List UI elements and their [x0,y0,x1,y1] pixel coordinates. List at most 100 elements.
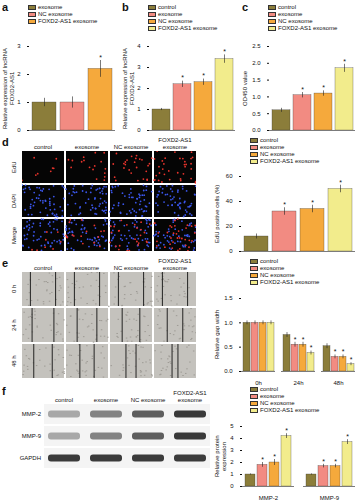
svg-text:1.0: 1.0 [252,94,261,100]
svg-text:*: * [302,336,305,343]
html-text:exosome: exosome [158,11,183,17]
svg-text:2.0: 2.0 [252,60,261,66]
html-text:control: control [278,4,296,10]
svg-text:2.5: 2.5 [252,43,261,49]
svg-text:*: * [322,84,325,91]
html-text:48 h: 48 h [11,355,17,367]
html-text:control: control [55,396,73,403]
html-text:NC exosome: NC exosome [130,396,166,403]
svg-text:*: * [334,348,337,355]
html-text:FOXD2-AS1 exosome: FOXD2-AS1 exosome [278,25,338,31]
html-text:exosome: exosome [38,4,63,10]
svg-text:*: * [181,74,184,81]
html-text:control: control [260,258,278,264]
html-text:24 h: 24 h [11,319,17,331]
svg-text:0.5: 0.5 [252,111,261,117]
html-text:FOXD2-AS1 exosome: FOXD2-AS1 exosome [158,25,218,31]
svg-text:*: * [261,456,264,463]
html-text:exosome: exosome [74,264,100,271]
html-text:FOXD2-AS1 exosome: FOXD2-AS1 exosome [173,390,207,403]
html-text:FOXD2-AS1 exosome: FOXD2-AS1 exosome [260,158,320,164]
svg-text:0: 0 [230,483,234,489]
svg-text:4: 4 [230,435,234,441]
svg-text:0.0: 0.0 [224,368,233,374]
svg-text:*: * [99,54,102,61]
svg-text:*: * [223,48,226,55]
html-text:NC exosome: NC exosome [260,151,295,157]
svg-text:3: 3 [137,64,141,70]
html-text:EdU positive cells (%): EdU positive cells (%) [214,184,220,243]
html-text:d: d [2,136,9,148]
svg-text:*: * [310,344,313,351]
html-text:e: e [2,257,9,269]
html-text:control: control [34,264,52,271]
svg-text:0: 0 [17,127,21,133]
html-text:control: control [158,4,176,10]
svg-text:*: * [322,458,325,465]
svg-text:*: * [346,433,349,440]
html-text:DAPI: DAPI [11,194,17,208]
html-text:Relative protein expression: Relative protein expression [214,435,227,477]
svg-text:1.0: 1.0 [224,320,233,326]
html-text:NC exosome: NC exosome [113,264,149,271]
svg-text:2: 2 [137,85,141,91]
html-text:FOXD2-AS1 exosome: FOXD2-AS1 exosome [158,137,192,150]
svg-text:4: 4 [137,43,141,49]
html-text:FOXD2-AS1 exosome: FOXD2-AS1 exosome [158,258,192,271]
svg-text:2: 2 [230,459,234,465]
svg-text:1.5: 1.5 [224,295,233,301]
svg-text:2: 2 [17,71,21,77]
svg-text:60: 60 [226,173,233,179]
svg-text:0h: 0h [255,380,262,386]
svg-text:*: * [342,348,345,355]
html-text:exosome: exosome [278,11,303,17]
html-text:control: control [260,137,278,143]
html-text:control: control [34,143,52,150]
html-text:exosome: exosome [74,143,100,150]
svg-text:MMP-2: MMP-2 [259,495,279,500]
svg-text:*: * [202,72,205,79]
html-text:NC exosome: NC exosome [38,11,73,17]
svg-text:1.5: 1.5 [252,77,261,83]
html-text:Relative expression of lncRNA: Relative expression of lncRNA FOXD2-AS1 [122,47,135,129]
svg-text:1: 1 [137,106,141,112]
svg-text:1: 1 [17,99,21,105]
svg-text:*: * [283,201,286,208]
svg-text:1: 1 [230,471,234,477]
svg-text:*: * [311,198,314,205]
html-text:FOXD2-AS1 exosome: FOXD2-AS1 exosome [38,18,98,24]
html-text:c: c [242,1,249,13]
svg-text:*: * [334,458,337,465]
svg-text:20: 20 [226,223,233,229]
svg-text:3: 3 [230,447,234,453]
svg-text:24h: 24h [293,380,303,386]
svg-text:48h: 48h [333,380,343,386]
svg-text:5: 5 [230,423,234,429]
svg-text:*: * [350,356,353,363]
html-text:EdU: EdU [11,161,17,173]
svg-text:0.5: 0.5 [224,344,233,350]
svg-text:0: 0 [137,127,141,133]
svg-text:0.0: 0.0 [252,127,261,133]
html-text:OD450 value: OD450 value [242,70,248,106]
html-text:exosome: exosome [93,396,119,403]
html-text:0 h: 0 h [11,284,17,294]
svg-text:*: * [343,58,346,65]
html-text:b: b [122,1,129,13]
svg-text:3: 3 [17,43,21,49]
html-text:NC exosome: NC exosome [158,18,193,24]
svg-text:*: * [301,86,304,93]
svg-text:0: 0 [229,248,233,254]
html-text:exosome: exosome [260,144,285,150]
svg-text:40: 40 [226,198,233,204]
svg-text:MMP-9: MMP-9 [320,495,340,500]
svg-text:*: * [294,336,297,343]
svg-text:*: * [339,178,342,185]
html-text:NC exosome: NC exosome [113,143,149,150]
html-text:NC exosome: NC exosome [278,18,313,24]
html-text:Merge: Merge [11,226,17,244]
svg-text:*: * [273,453,276,460]
html-text:Relative expression of lncRNA: Relative expression of lncRNA FOXD2-AS1 [2,47,15,129]
html-text:a: a [2,1,9,13]
svg-text:*: * [285,427,288,434]
